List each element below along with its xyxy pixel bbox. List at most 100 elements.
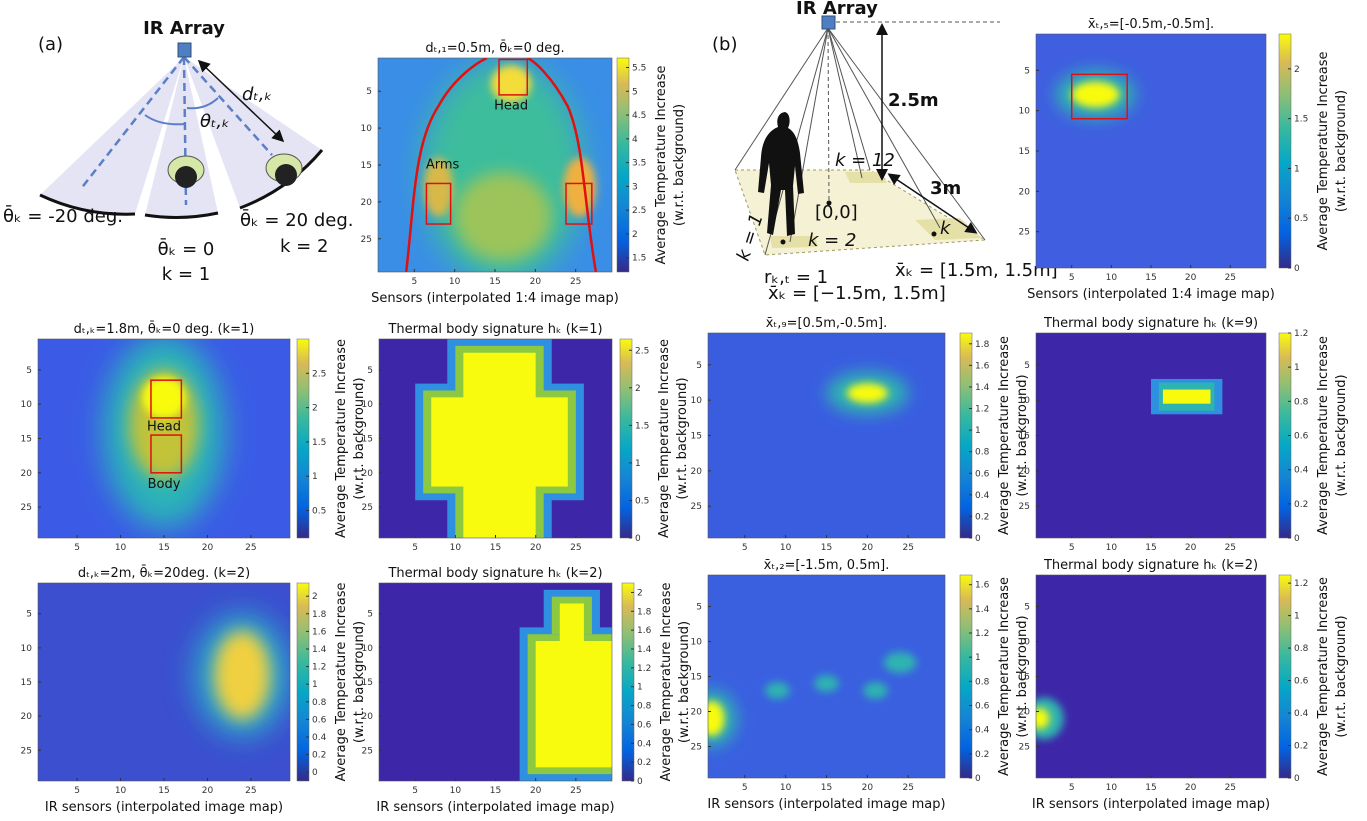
x-axis-label: Sensors (interpolated 1:4 image map) bbox=[1027, 287, 1275, 302]
colorbar-tick-label: 1 bbox=[312, 472, 318, 482]
colorbar-tick-label: 1.2 bbox=[312, 663, 326, 673]
colorbar-tick-label: 0 bbox=[312, 768, 318, 778]
x-tick-label: 25 bbox=[1225, 783, 1236, 793]
x-tick-label: 15 bbox=[490, 786, 501, 796]
background bbox=[708, 333, 945, 538]
colorbar-label: Average Temperature Increase bbox=[654, 65, 669, 264]
colorbar bbox=[616, 57, 630, 273]
colorbar-label: (w.r.t. background) bbox=[1015, 374, 1030, 496]
x-tick-label: 25 bbox=[570, 543, 581, 553]
angle-arc bbox=[144, 114, 186, 126]
colorbar-label: Average Temperature Increase bbox=[997, 577, 1012, 776]
colorbar-tick-label: 2 bbox=[1294, 65, 1300, 75]
hot-spot bbox=[490, 65, 532, 103]
colorbar-label: (w.r.t. background) bbox=[1334, 374, 1349, 496]
colorbar-label: (w.r.t. background) bbox=[1334, 90, 1349, 212]
y-tick-label: 10 bbox=[21, 644, 33, 654]
distance-label: dₜ,ₖ bbox=[242, 84, 272, 105]
hot-spot bbox=[1036, 697, 1064, 740]
distance-arrow bbox=[197, 59, 285, 143]
hot-spot bbox=[883, 652, 917, 673]
colorbar-tick-label: 4 bbox=[632, 135, 638, 145]
colorbar-tick-label: 0.4 bbox=[975, 491, 990, 501]
x-tick-label: 25 bbox=[1225, 543, 1236, 553]
y-tick-label: 15 bbox=[362, 678, 373, 688]
colorbar-tick-label: 0.4 bbox=[1294, 709, 1309, 719]
x-tick-label: 10 bbox=[450, 543, 462, 553]
x-tick-label: 20 bbox=[530, 786, 542, 796]
y-tick-label: 20 bbox=[1019, 467, 1031, 477]
x-tick-label: 25 bbox=[1225, 273, 1236, 283]
y-tick-label: 20 bbox=[21, 469, 33, 479]
panel-title: x̄ₜ,₉=[0.5m,-0.5m]. bbox=[766, 316, 888, 331]
y-tick-label: 15 bbox=[1019, 673, 1030, 683]
colorbar-tick-label: 0.4 bbox=[312, 733, 327, 743]
width-label: 3m bbox=[930, 178, 961, 199]
colorbar-tick-label: 1 bbox=[635, 459, 641, 469]
colorbar-tick-label: 2.5 bbox=[632, 206, 646, 216]
y-tick-label: 20 bbox=[691, 708, 703, 718]
x-tick-label: 15 bbox=[158, 786, 169, 796]
y-tick-label: 10 bbox=[362, 644, 374, 654]
panel-label: (a) bbox=[38, 34, 63, 55]
colorbar-tick-label: 1 bbox=[1294, 164, 1300, 174]
colorbar-tick-label: 2.5 bbox=[312, 369, 326, 379]
colorbar-label: Average Temperature Increase bbox=[1316, 51, 1331, 250]
highlight-box bbox=[565, 182, 593, 225]
colorbar-tick-label: 1.4 bbox=[975, 605, 990, 615]
colorbar-tick-label: 2 bbox=[312, 592, 318, 602]
colorbar-tick-label: 1 bbox=[1294, 612, 1300, 622]
x-tick-label: 5 bbox=[1069, 783, 1075, 793]
hot-spot bbox=[863, 682, 888, 699]
panel-title: dₜ,ₖ=2m, θ̄ₖ=20deg. (k=2) bbox=[78, 566, 250, 581]
y-tick-label: 10 bbox=[691, 396, 703, 406]
x-axis-label: IR sensors (interpolated image map) bbox=[1032, 797, 1270, 812]
colorbar-tick-label: 0 bbox=[637, 777, 643, 787]
y-tick-label: 10 bbox=[691, 638, 703, 648]
x-tick-label: 20 bbox=[202, 543, 214, 553]
colorbar-tick-label: 0.2 bbox=[975, 750, 989, 760]
panel-title: Thermal body signature hₖ (k=1) bbox=[387, 322, 602, 337]
colorbar-tick-label: 1 bbox=[312, 680, 318, 690]
x-tick-label: 10 bbox=[780, 783, 792, 793]
colorbar-tick-label: 0.6 bbox=[1294, 677, 1309, 687]
heatmap-image bbox=[38, 339, 290, 538]
y-tick-label: 25 bbox=[691, 743, 702, 753]
colorbar-tick-label: 1 bbox=[975, 426, 981, 436]
colorbar-tick-label: 0.2 bbox=[1294, 742, 1308, 752]
y-tick-label: 25 bbox=[1019, 228, 1030, 238]
colorbar-tick-label: 0 bbox=[1294, 264, 1300, 274]
colorbar-tick-label: 0 bbox=[975, 534, 981, 544]
colorbar-tick-label: 1.4 bbox=[975, 383, 990, 393]
x-tick-label: 15 bbox=[821, 783, 832, 793]
colorbar-label: (w.r.t. background) bbox=[677, 621, 692, 743]
colorbar-tick-label: 0.6 bbox=[1294, 432, 1309, 442]
colorbar-tick-label: 1.2 bbox=[1294, 329, 1308, 339]
cell-label: k = 12 bbox=[835, 150, 895, 171]
panel-title: x̄ₜ,₅=[-0.5m,-0.5m]. bbox=[1088, 17, 1214, 32]
y-tick-label: 15 bbox=[1019, 147, 1030, 157]
panel-title: dₜ,₁=0.5m, θ̄ₖ=0 deg. bbox=[425, 41, 564, 56]
highlight-box bbox=[1070, 73, 1128, 120]
y-tick-label: 5 bbox=[696, 361, 702, 371]
signature-area bbox=[559, 603, 584, 642]
colorbar-tick-label: 1 bbox=[1294, 363, 1300, 373]
colorbar-tick-label: 0.6 bbox=[975, 702, 990, 712]
position-label: x̄ₖ = [−1.5m, 1.5m] bbox=[768, 283, 946, 304]
hot-spot bbox=[814, 675, 839, 692]
cell-label: k = 2 bbox=[808, 230, 856, 251]
x-tick-label: 20 bbox=[862, 543, 874, 553]
y-tick-label: 10 bbox=[1019, 107, 1031, 117]
colorbar-tick-label: 1.5 bbox=[1294, 115, 1308, 125]
y-tick-label: 5 bbox=[366, 87, 372, 97]
colorbar-label: (w.r.t. background) bbox=[1015, 615, 1030, 737]
x-axis-label: IR sensors (interpolated image map) bbox=[376, 800, 614, 815]
y-tick-label: 25 bbox=[21, 746, 32, 756]
heatmap-image bbox=[1036, 34, 1266, 268]
cell-label: k bbox=[940, 218, 952, 239]
colorbar-tick-label: 1.8 bbox=[975, 340, 990, 350]
dot bbox=[780, 239, 786, 245]
y-tick-label: 10 bbox=[1019, 638, 1031, 648]
hot-spot bbox=[214, 630, 271, 720]
